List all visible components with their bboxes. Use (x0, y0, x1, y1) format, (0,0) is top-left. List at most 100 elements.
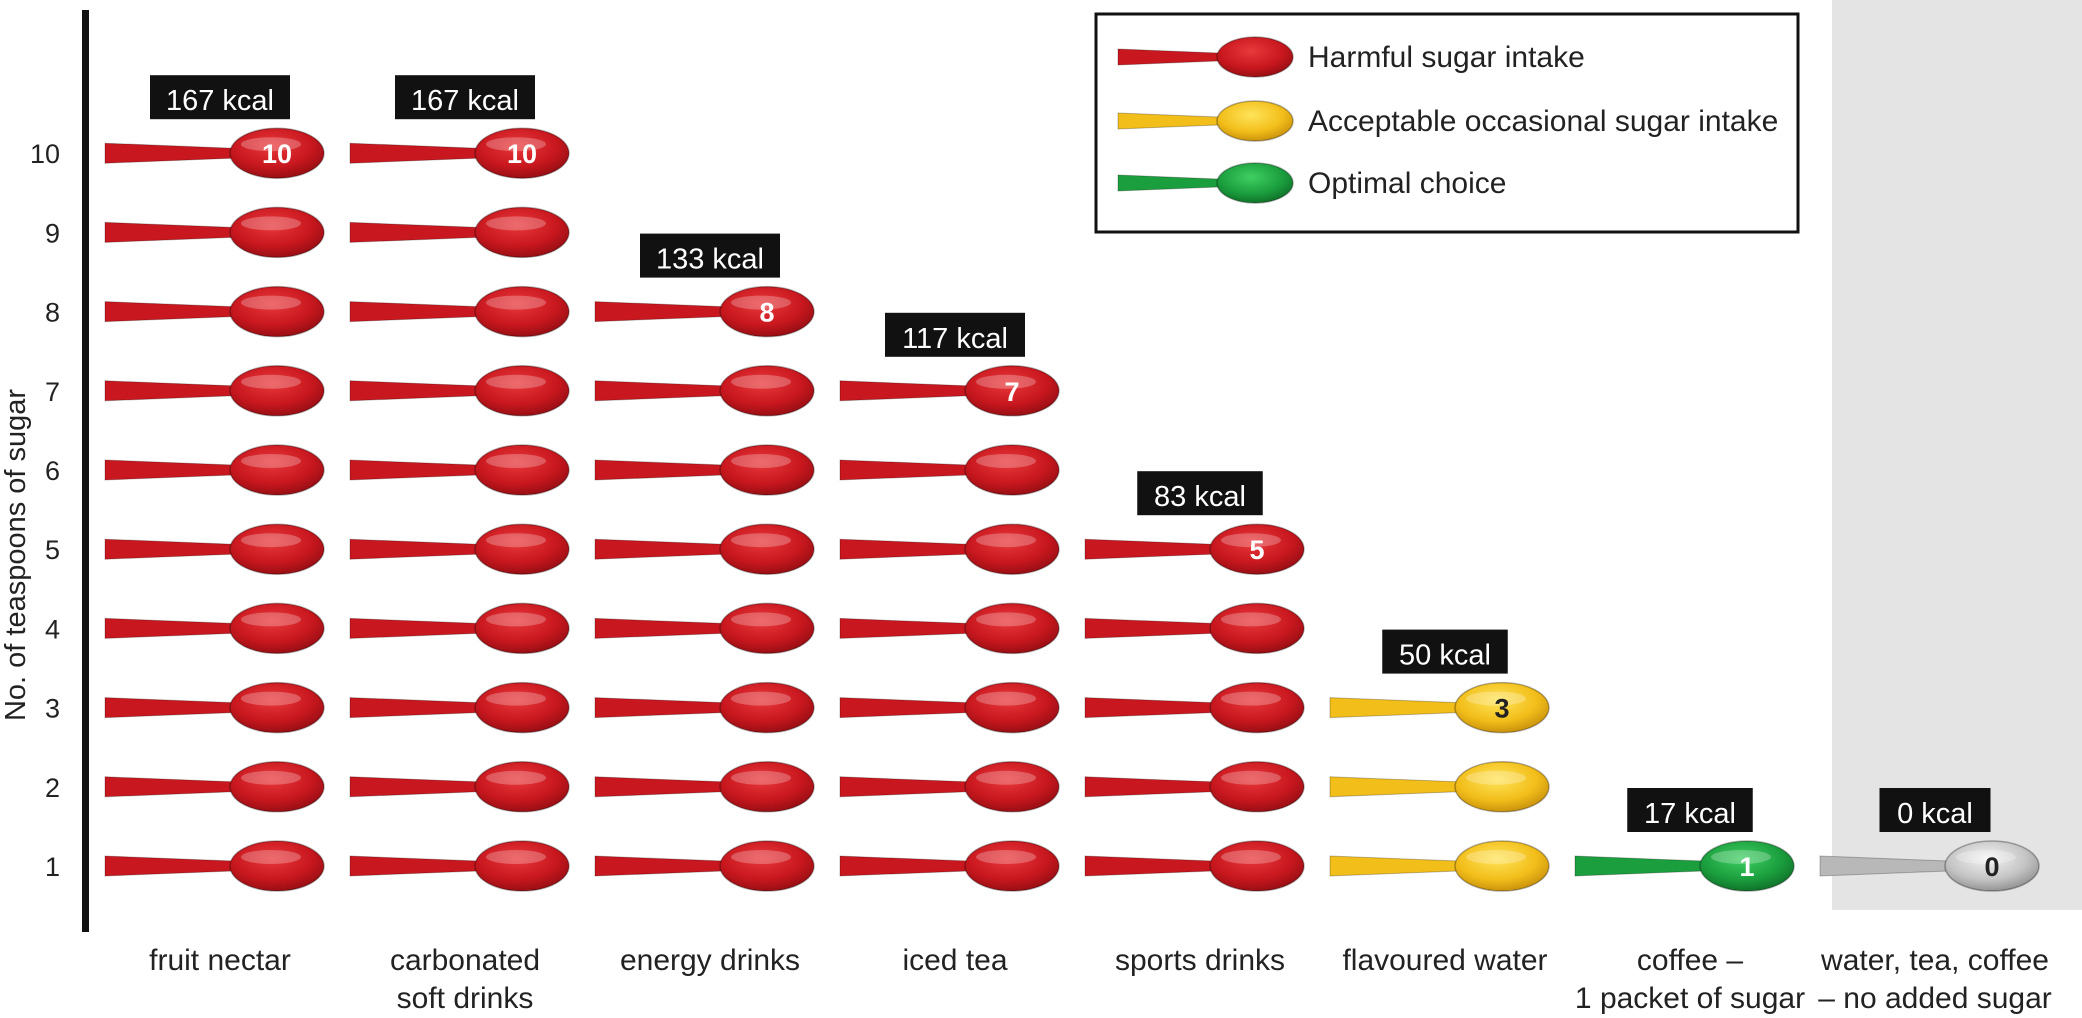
y-tick-label: 7 (45, 377, 60, 407)
spoon (104, 523, 325, 575)
y-ticks: 1 2 3 4 5 6 7 8 9 10 (30, 139, 60, 882)
spoon (104, 602, 325, 655)
category-labels: fruit nectar carbonated soft drinks energy … (149, 944, 2052, 1015)
category-label: energy drinks (620, 944, 800, 977)
y-tick-label: 2 (45, 773, 60, 803)
spoon (104, 761, 325, 813)
kcal-label: 50 kcal (1399, 640, 1491, 672)
legend-item: Acceptable occasional sugar intake (1117, 100, 1778, 142)
legend-label: Harmful sugar intake (1308, 41, 1585, 74)
spoon: 10 (104, 127, 325, 179)
spoon-count-label: 3 (1494, 694, 1509, 724)
spoon (1084, 681, 1305, 734)
spoon (1084, 602, 1305, 655)
y-tick-label: 10 (30, 139, 60, 169)
kcal-badge (1137, 471, 1263, 516)
spoon (349, 523, 570, 575)
spoon (839, 444, 1060, 496)
spoon (104, 365, 325, 417)
spoon: 1 (1574, 840, 1795, 892)
spoon (839, 523, 1060, 575)
spoon (594, 840, 815, 892)
spoon (594, 681, 815, 734)
y-tick-label: 5 (45, 535, 60, 565)
kcal-badge (150, 75, 290, 120)
spoon (104, 681, 325, 734)
category-column: 0 0 kcal (1819, 788, 2040, 892)
spoon (594, 761, 815, 813)
spoon (1084, 761, 1305, 813)
legend-label: Optimal choice (1308, 167, 1506, 200)
y-axis-line (82, 10, 89, 932)
spoon (594, 444, 815, 496)
kcal-badge (1879, 788, 1991, 832)
spoon (104, 444, 325, 496)
category-column: 8 133 kcal (594, 233, 815, 892)
kcal-label: 167 kcal (411, 85, 519, 117)
spoon: 3 (1329, 681, 1550, 734)
spoon-count-label: 10 (262, 139, 292, 169)
y-tick-label: 1 (45, 852, 60, 882)
category-column: 10 167 kcal (104, 75, 325, 892)
spoon (349, 444, 570, 496)
spoon (839, 840, 1060, 892)
kcal-label: 117 kcal (902, 323, 1008, 355)
spoon: 5 (1084, 523, 1305, 575)
spoon (839, 761, 1060, 813)
spoon (349, 840, 570, 892)
kcal-badge (1382, 629, 1508, 674)
spoon (594, 602, 815, 655)
spoon (349, 761, 570, 813)
spoon-count-label: 7 (1004, 377, 1019, 407)
category-label: fruit nectar (149, 944, 291, 977)
spoon-count-label: 10 (507, 139, 537, 169)
y-tick-label: 9 (45, 218, 60, 248)
spoon (349, 285, 570, 338)
spoon (1329, 761, 1550, 813)
spoon (839, 602, 1060, 655)
legend-item: Optimal choice (1117, 162, 1506, 204)
category-column: 583 kcal (1084, 471, 1305, 892)
category-column: 350 kcal (1329, 629, 1550, 892)
spoon (594, 523, 815, 575)
spoon (349, 365, 570, 417)
spoon (104, 840, 325, 892)
kcal-badge (1627, 788, 1753, 832)
spoon (349, 681, 570, 734)
category-label: carbonated soft drinks (390, 944, 540, 1015)
spoon (1084, 840, 1305, 892)
spoon: 8 (594, 285, 815, 338)
spoon (104, 206, 325, 259)
spoon-count-label: 0 (1984, 852, 1999, 882)
spoon: 0 (1819, 840, 2040, 892)
spoon (349, 206, 570, 259)
spoon (349, 602, 570, 655)
category-label: iced tea (902, 944, 1007, 977)
category-column: 1 17 kcal (1574, 788, 1795, 892)
y-tick-label: 8 (45, 298, 60, 328)
legend-item: Harmful sugar intake (1117, 36, 1585, 78)
y-tick-label: 6 (45, 456, 60, 486)
kcal-badge (885, 312, 1025, 357)
spoon: 7 (839, 365, 1060, 417)
kcal-label: 0 kcal (1897, 798, 1973, 830)
spoon (839, 681, 1060, 734)
category-label: sports drinks (1115, 944, 1285, 977)
spoon (594, 365, 815, 417)
category-column: 7 117 kcal (839, 312, 1060, 892)
spoon: 10 (349, 127, 570, 179)
legend-label: Acceptable occasional sugar intake (1308, 105, 1778, 138)
kcal-badge (640, 233, 780, 278)
spoon-count-label: 8 (759, 298, 774, 328)
category-label: water, tea, coffee – no added sugar (1818, 944, 2052, 1015)
spoon (1329, 840, 1550, 892)
category-label: flavoured water (1342, 944, 1547, 977)
kcal-badge (395, 75, 535, 120)
spoon (104, 285, 325, 338)
kcal-label: 17 kcal (1644, 798, 1736, 830)
kcal-label: 167 kcal (166, 85, 274, 117)
category-column: 10 167 kcal (349, 75, 570, 892)
spoon-count-label: 5 (1249, 535, 1264, 565)
